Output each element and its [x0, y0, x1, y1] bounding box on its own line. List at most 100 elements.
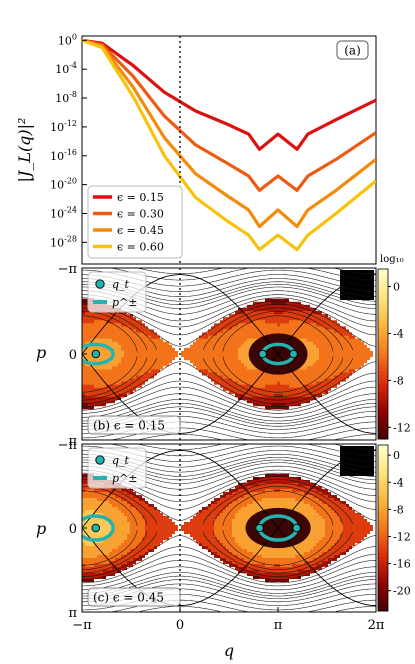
colorbar-cell — [378, 528, 388, 533]
qt-marker — [289, 349, 298, 359]
panel-a: 100 10-4 10-8 10-12 10-16 10-20 10-24 10-28 ϵ =… — [15, 32, 377, 265]
colorbar-cell — [378, 392, 388, 397]
panel-c-ylabel: p — [36, 519, 46, 538]
level-curve — [82, 476, 376, 510]
colorbar-cell — [378, 294, 388, 300]
ytick-label: 10-12 — [50, 119, 77, 134]
ytick-label: 10-20 — [50, 177, 77, 192]
colorbar-cell — [378, 507, 388, 512]
level-curve — [82, 572, 376, 594]
panel-b-label: (b) ϵ = 0.15 — [93, 419, 165, 433]
colorbar-cell — [378, 544, 388, 550]
corner-block — [340, 270, 374, 300]
colorbar-cell — [378, 594, 388, 600]
colorbar-cell — [378, 561, 388, 566]
level-curve — [82, 361, 376, 405]
level-curve — [82, 372, 376, 408]
colorbar-cell — [378, 349, 388, 355]
qt-marker — [292, 523, 301, 533]
ytick-label: 10-24 — [50, 205, 77, 220]
colorbar-cell — [378, 469, 388, 475]
level-curve — [82, 358, 353, 401]
separatrix — [82, 353, 376, 434]
colorbar-cell — [378, 536, 388, 541]
colorbar-cell — [378, 409, 388, 414]
colorbar-cell — [378, 503, 388, 508]
colorbar-cell — [378, 519, 388, 525]
colorbar-cell — [378, 548, 388, 554]
panel-c-label-box — [87, 587, 181, 607]
level-curve — [109, 599, 376, 612]
colorbar-cell — [378, 358, 388, 363]
colorbar-cell — [378, 417, 388, 423]
panel-b-colorbar: 0 -4 -8 -12 — [377, 268, 411, 440]
panel-b-ylabel: p — [36, 343, 46, 362]
legend-qt-label: q_t — [112, 454, 130, 467]
panel-a-yticks: 100 10-4 10-8 10-12 10-16 10-20 10-24 10-28 — [50, 32, 87, 249]
colorbar-cell — [378, 422, 388, 427]
colorbar-cell — [378, 486, 388, 492]
ytick-label: −π — [58, 438, 78, 453]
colorbar-cell — [378, 532, 388, 537]
legend-label: ϵ = 0.15 — [117, 191, 164, 204]
legend-qt-label: q_t — [112, 278, 130, 291]
level-curve — [82, 560, 376, 587]
ytick-label: π — [68, 434, 77, 449]
colorbar-tick-label: -16 — [393, 558, 411, 571]
level-curve — [82, 303, 376, 347]
level-curve — [82, 530, 334, 566]
colorbar-tick-label: 0 — [393, 281, 400, 294]
series-line-2 — [82, 38, 376, 229]
colorbar-cell — [378, 465, 388, 471]
level-curve — [82, 380, 376, 411]
level-curve — [82, 393, 376, 418]
legend-box — [87, 185, 183, 259]
colorbar-cell — [378, 273, 388, 278]
level-curve — [82, 554, 376, 584]
ytick-label: 10-4 — [55, 61, 77, 76]
qt-marker — [91, 349, 101, 359]
legend-p-label: p^± — [112, 472, 137, 485]
colorbar-cell — [378, 461, 388, 467]
colorbar-cell — [378, 586, 388, 591]
series-line-0 — [82, 38, 376, 151]
colorbar-cell — [378, 405, 388, 410]
colorbar-cell — [378, 453, 388, 458]
colorbar-tick-label: -20 — [393, 585, 411, 598]
colorbar-tick-label: 0 — [393, 449, 400, 462]
level-curve — [82, 566, 376, 591]
colorbar-cell — [378, 345, 388, 351]
level-curve — [82, 300, 376, 336]
colorbar-cell — [378, 354, 388, 359]
colorbar-cell — [378, 396, 388, 402]
colorbar-cell — [378, 598, 388, 604]
colorbar-cell — [378, 523, 388, 529]
panel-b-label-box — [87, 415, 181, 435]
panel-a-label: (a) — [344, 44, 361, 58]
colorbar-tick-label: -12 — [393, 421, 411, 434]
xtick-label: π — [274, 618, 283, 633]
colorbar-cell — [378, 515, 388, 521]
ytick-label: 100 — [58, 32, 77, 47]
legend-label: ϵ = 0.45 — [117, 224, 164, 237]
level-curve — [82, 399, 376, 422]
colorbar-cell — [378, 552, 388, 558]
colorbar-cell — [378, 332, 388, 338]
colorbar-cell — [378, 449, 388, 454]
level-curve — [109, 427, 376, 440]
level-curve — [82, 490, 334, 526]
panel-a-legend: ϵ = 0.15 ϵ = 0.30 ϵ = 0.45 ϵ = 0.60 — [87, 185, 183, 259]
colorbar-cell — [378, 445, 388, 450]
ytick-label: 0 — [69, 522, 77, 537]
ytick-label: 10-8 — [55, 90, 77, 105]
qt-marker — [258, 349, 267, 359]
colorbar-cell — [378, 277, 388, 283]
panel-a-ylabel: |J_L(q)|² — [15, 118, 34, 183]
level-curve — [82, 532, 353, 574]
colorbar-cell — [378, 281, 388, 287]
panel-c-yticks: −π 0 π — [58, 438, 87, 621]
panel-c-xlabel: q — [224, 641, 234, 660]
qt-marker — [91, 523, 101, 533]
panel-a-series — [82, 38, 376, 252]
